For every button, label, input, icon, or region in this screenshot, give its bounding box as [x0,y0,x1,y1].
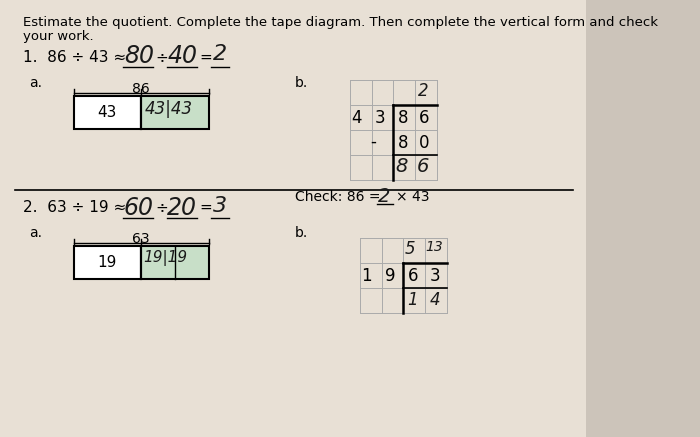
Text: 8: 8 [395,157,407,176]
Text: 8: 8 [398,134,408,152]
Text: 40: 40 [167,44,197,68]
Text: Estimate the quotient. Complete the tape diagram. Then complete the vertical for: Estimate the quotient. Complete the tape… [23,16,659,29]
Text: 1: 1 [361,267,372,285]
Text: 2: 2 [214,44,228,64]
Text: 43: 43 [97,105,117,120]
Text: 0: 0 [419,134,430,152]
Text: b.: b. [295,226,308,240]
Bar [74,96,141,129]
Text: 63: 63 [132,232,149,246]
Text: 2: 2 [378,187,391,206]
Text: × 43: × 43 [395,190,429,204]
Text: ÷: ÷ [155,200,169,215]
Text: 80: 80 [124,44,154,68]
Text: 6: 6 [416,157,429,176]
Text: ÷: ÷ [155,50,169,65]
Text: 6: 6 [407,267,418,285]
Text: 86: 86 [132,82,150,96]
Text: 8: 8 [398,109,408,127]
Text: -: - [370,133,376,151]
Text: 43|43: 43|43 [145,100,193,118]
Text: b.: b. [295,76,308,90]
FancyBboxPatch shape [0,0,586,437]
Text: 2: 2 [419,82,429,100]
Text: a.: a. [29,226,42,240]
Text: Check: 86 =: Check: 86 = [295,190,384,204]
Text: 19: 19 [97,255,117,270]
Text: 19|19: 19|19 [143,250,187,266]
Bar [74,246,141,279]
Text: =: = [199,200,212,215]
Text: 6: 6 [419,109,430,127]
Text: 2.  63 ÷ 19 ≈: 2. 63 ÷ 19 ≈ [23,200,127,215]
Text: 5: 5 [405,240,416,258]
Text: 3: 3 [375,109,386,127]
Bar [141,246,209,279]
Text: 9: 9 [385,267,396,285]
Text: 3: 3 [429,267,440,285]
Text: 4: 4 [429,291,440,309]
Text: 3: 3 [214,196,228,216]
Text: 4: 4 [351,109,362,127]
Text: =: = [199,50,212,65]
Text: a.: a. [29,76,42,90]
Text: your work.: your work. [23,30,94,43]
Text: 60: 60 [124,196,154,220]
Bar [141,96,209,129]
Text: 1.  86 ÷ 43 ≈: 1. 86 ÷ 43 ≈ [23,50,127,65]
Text: 13: 13 [425,240,443,254]
Text: 20: 20 [167,196,197,220]
Text: 1: 1 [407,291,418,309]
